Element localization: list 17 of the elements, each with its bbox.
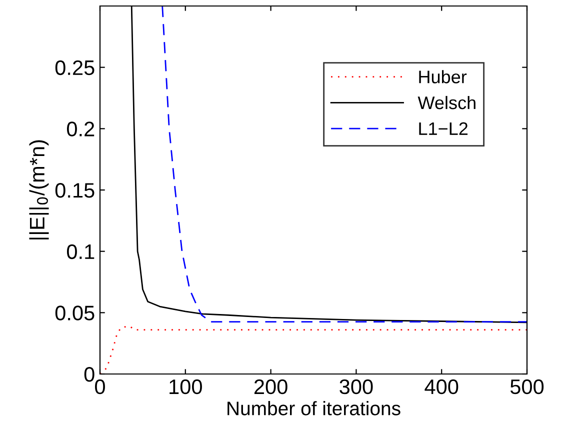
x-tick-label: 0 [95,379,105,394]
x-tick-label: 500 [510,379,544,394]
legend-label: Huber [419,70,467,84]
y-tick-label: 0.25 [55,60,94,76]
x-tick-label: 200 [254,379,288,394]
y-tick-label: 0 [84,367,94,382]
y-tick-label: 0.2 [66,122,94,136]
x-axis-title: Number of iterations [228,401,400,416]
y-tick-label: 0.05 [55,306,94,320]
y-tick-label: 0.1 [66,244,94,260]
x-tick-label: 300 [340,379,373,394]
legend-label: L1−L2 [419,122,468,135]
y-axis-title: ||E||$_{0}$/(m*n) [29,140,49,240]
x-tick-label: 100 [170,379,202,394]
legend-label: Welsch [418,96,476,110]
y-tick-label: 0.15 [55,183,94,198]
x-tick-label: 400 [424,379,458,394]
